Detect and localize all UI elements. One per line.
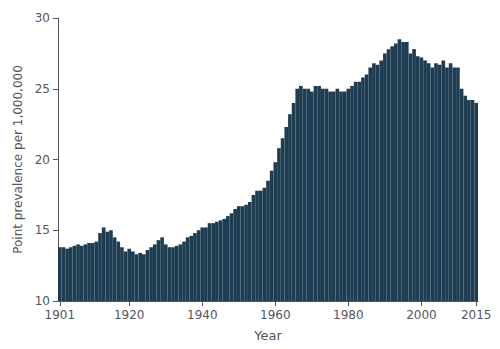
svg-text:30: 30 bbox=[35, 11, 50, 25]
svg-text:1940: 1940 bbox=[187, 308, 218, 322]
svg-text:Point prevalence per 1,000,000: Point prevalence per 1,000,000 bbox=[11, 65, 25, 254]
svg-text:1901: 1901 bbox=[45, 308, 76, 322]
svg-text:10: 10 bbox=[35, 294, 50, 308]
svg-text:1980: 1980 bbox=[333, 308, 364, 322]
svg-text:25: 25 bbox=[35, 82, 50, 96]
svg-text:20: 20 bbox=[35, 153, 50, 167]
svg-text:2015: 2015 bbox=[461, 308, 492, 322]
svg-text:2000: 2000 bbox=[406, 308, 437, 322]
svg-text:1960: 1960 bbox=[260, 308, 291, 322]
svg-text:Year: Year bbox=[253, 328, 282, 343]
svg-text:15: 15 bbox=[35, 223, 50, 237]
svg-text:1920: 1920 bbox=[114, 308, 145, 322]
